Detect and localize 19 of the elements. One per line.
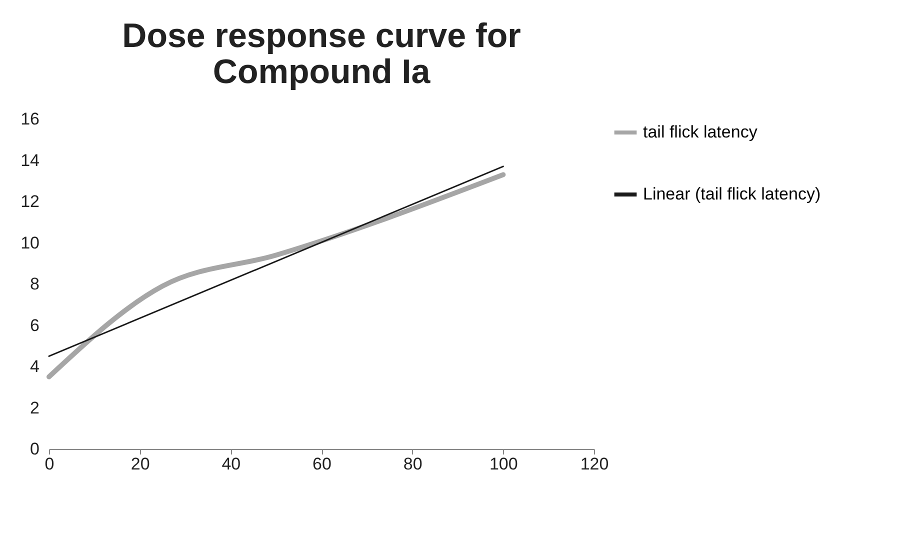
y-tick-label: 6	[30, 316, 40, 335]
y-tick-label: 4	[30, 357, 40, 376]
x-tick-label: 100	[489, 454, 518, 474]
legend-label: tail flick latency	[643, 122, 758, 142]
legend-label: Linear (tail flick latency)	[643, 184, 821, 204]
y-tick-label: 14	[20, 150, 40, 170]
y-tick-label: 10	[20, 233, 40, 252]
x-tick-label: 20	[130, 454, 150, 474]
y-tick-label: 2	[30, 398, 40, 418]
y-tick-label: 8	[30, 274, 40, 294]
x-tick-label: 60	[312, 454, 332, 474]
x-tick-label: 80	[403, 454, 422, 474]
y-tick-label: 16	[20, 110, 40, 128]
y-tick-label: 12	[20, 192, 40, 211]
chart-title: Dose response curve for Compound Ia	[122, 17, 521, 91]
x-tick-label: 40	[222, 454, 241, 474]
x-tick-label: 120	[580, 454, 609, 474]
y-tick-label: 0	[30, 440, 40, 458]
x-tick-label: 0	[44, 454, 54, 474]
